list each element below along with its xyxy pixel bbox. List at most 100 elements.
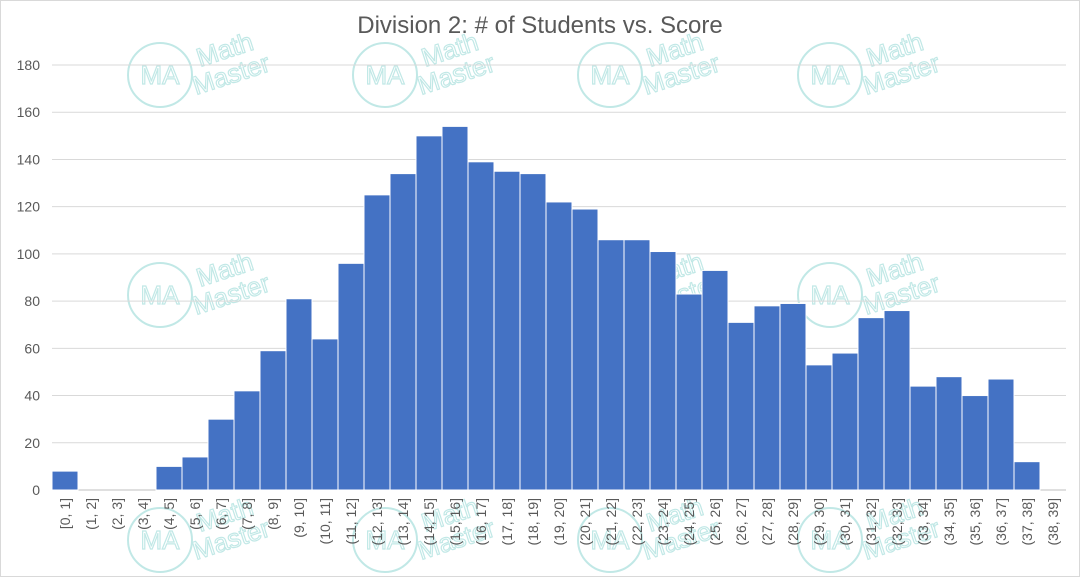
histogram-bar [441, 125, 469, 491]
histogram-bar [311, 338, 339, 491]
math-master-logo-icon [352, 42, 418, 108]
bars [51, 125, 1041, 491]
histogram-bar [753, 305, 781, 491]
watermark-monogram: MA [811, 280, 851, 310]
x-tick-label: (12, 13] [369, 498, 385, 545]
x-tick-label: (5, 6] [187, 498, 203, 530]
x-tick-label: (25, 26] [707, 498, 723, 545]
histogram-bar [727, 321, 755, 491]
histogram-bar [701, 269, 729, 491]
y-axis: 0 20 40 60 80 100 120 140 160 180 [17, 57, 41, 498]
x-tick-label: (9, 10] [291, 498, 307, 538]
x-tick-label: (26, 27] [733, 498, 749, 545]
y-tick-label: 160 [17, 104, 41, 120]
x-tick-label: (31, 32] [863, 498, 879, 545]
math-master-logo-icon [797, 262, 863, 328]
x-tick-label: (21, 22] [603, 498, 619, 545]
x-tick-label: (6, 7] [213, 498, 229, 530]
histogram-bar [779, 302, 807, 491]
histogram-bar [415, 135, 443, 491]
math-master-logo-icon [352, 507, 418, 573]
math-master-logo-icon [577, 42, 643, 108]
histogram-bar [363, 194, 391, 491]
y-tick-label: 120 [17, 199, 41, 215]
x-tick-label: (36, 37] [993, 498, 1009, 545]
x-tick-label: (38, 39] [1045, 498, 1061, 545]
histogram-bar [857, 317, 885, 491]
histogram-bar [207, 418, 235, 491]
histogram-bar [259, 350, 287, 491]
watermark-monogram: MA [141, 280, 181, 310]
histogram-bar [961, 395, 989, 491]
y-tick-label: 20 [24, 435, 40, 451]
histogram-bar [181, 456, 209, 491]
histogram-bar [675, 293, 703, 491]
x-tick-label: (22, 23] [629, 498, 645, 545]
x-tick-label: (10, 11] [317, 498, 333, 544]
histogram-bar [831, 352, 859, 491]
histogram-bar [519, 173, 547, 491]
y-tick-label: 180 [17, 57, 41, 73]
histogram-bar [623, 239, 651, 491]
x-tick-label: (28, 29] [785, 498, 801, 545]
x-axis: [0, 1] (1, 2] (2, 3] (3, 4] (4, 5] (5, 6] (6, … [57, 498, 1061, 545]
x-tick-label: (14, 15] [421, 498, 437, 545]
x-tick-label: (29, 30] [811, 498, 827, 545]
math-master-logo-icon [797, 507, 863, 573]
x-tick-label: (4, 5] [161, 498, 177, 530]
x-tick-label: (30, 31] [837, 498, 853, 545]
math-master-logo-icon [127, 507, 193, 573]
watermark-monogram: MA [591, 525, 631, 555]
y-tick-label: 100 [17, 246, 41, 262]
histogram-bar [987, 378, 1015, 491]
x-tick-label: (15, 16] [447, 498, 463, 545]
histogram-bar [571, 208, 599, 491]
x-tick-label: (8, 9] [265, 498, 281, 530]
x-tick-label: (17, 18] [499, 498, 515, 545]
x-tick-label: (11, 12] [343, 498, 359, 544]
y-tick-label: 40 [24, 388, 40, 404]
x-tick-label: (33, 34] [915, 498, 931, 545]
histogram-bar [935, 376, 963, 491]
y-tick-label: 60 [24, 340, 40, 356]
x-tick-label: (3, 4] [135, 498, 151, 530]
histogram-bar [883, 310, 911, 491]
watermark-monogram: MA [366, 525, 406, 555]
x-tick-label: (27, 28] [759, 498, 775, 545]
x-tick-label: (34, 35] [941, 498, 957, 545]
x-tick-label: (37, 38] [1019, 498, 1035, 545]
x-tick-label: (2, 3] [109, 498, 125, 530]
x-tick-label: (18, 19] [525, 498, 541, 545]
math-master-logo-icon [797, 42, 863, 108]
x-tick-label: (23, 24] [655, 498, 671, 545]
x-tick-label: (20, 21] [577, 498, 593, 545]
histogram-bar [805, 364, 833, 491]
math-master-logo-icon [127, 262, 193, 328]
x-tick-label: (24, 25] [681, 498, 697, 545]
x-tick-label: (32, 33] [889, 498, 905, 545]
x-tick-label: (13, 14] [395, 498, 411, 545]
histogram-bar [909, 385, 937, 491]
x-tick-label: (7, 8] [239, 498, 255, 530]
x-tick-label: (35, 36] [967, 498, 983, 545]
histogram-bar [155, 465, 183, 491]
x-tick-label: (1, 2] [83, 498, 99, 530]
histogram-bar [389, 173, 417, 491]
y-tick-label: 140 [17, 151, 41, 167]
chart-title: Division 2: # of Students vs. Score [357, 12, 723, 39]
histogram-bar [467, 161, 495, 491]
x-tick-label: (19, 20] [551, 498, 567, 545]
y-tick-label: 80 [24, 293, 40, 309]
histogram-bar [285, 298, 313, 491]
watermark-monogram: MA [141, 525, 181, 555]
math-master-logo-icon [577, 507, 643, 573]
